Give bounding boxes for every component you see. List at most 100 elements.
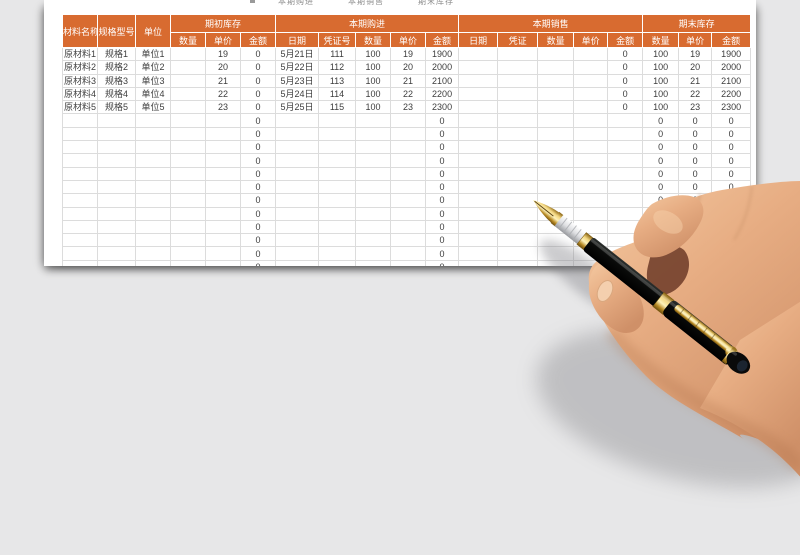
cell[interactable] — [275, 233, 320, 248]
cell[interactable] — [390, 219, 427, 235]
cell[interactable]: 0 — [678, 193, 713, 208]
cell[interactable] — [135, 259, 171, 266]
cell[interactable] — [537, 246, 575, 261]
cell[interactable]: 单位5 — [135, 100, 171, 115]
cell[interactable]: 22 — [390, 86, 427, 102]
cell[interactable]: 0 — [239, 206, 277, 221]
cell[interactable] — [355, 193, 392, 208]
cell[interactable] — [97, 153, 136, 168]
cell[interactable] — [497, 246, 539, 261]
cell[interactable]: 20 — [390, 60, 427, 75]
cell[interactable] — [458, 113, 499, 128]
cell[interactable]: 23 — [390, 100, 427, 115]
cell[interactable]: 0 — [711, 166, 752, 181]
cell[interactable] — [97, 219, 136, 235]
cell[interactable] — [318, 153, 357, 168]
cell[interactable] — [62, 166, 98, 181]
cell[interactable]: 100 — [642, 86, 680, 102]
cell[interactable] — [275, 140, 320, 155]
group-ending-stock[interactable]: 期末库存 — [642, 14, 752, 33]
cell[interactable]: 5月24日 — [275, 86, 320, 102]
cell[interactable] — [458, 73, 499, 88]
cell[interactable] — [537, 259, 575, 266]
cell[interactable] — [355, 233, 392, 248]
cell[interactable] — [275, 246, 320, 261]
cell[interactable]: 2300 — [425, 100, 460, 115]
cell[interactable]: 规格4 — [97, 86, 136, 102]
cell[interactable] — [205, 126, 241, 142]
cell[interactable] — [170, 60, 206, 75]
col-opening-qty[interactable]: 数量 — [170, 32, 206, 48]
cell[interactable]: 0 — [239, 259, 277, 266]
cell[interactable]: 0 — [425, 193, 460, 208]
cell[interactable] — [355, 259, 392, 266]
cell[interactable]: 0 — [425, 166, 460, 181]
cell[interactable]: 113 — [318, 73, 357, 88]
cell[interactable] — [537, 113, 575, 128]
cell[interactable] — [607, 179, 644, 195]
cell[interactable] — [355, 219, 392, 235]
cell[interactable] — [497, 73, 539, 88]
cell[interactable]: 112 — [318, 60, 357, 75]
cell[interactable] — [573, 206, 609, 221]
cell[interactable]: 0 — [642, 206, 680, 221]
cell[interactable] — [537, 193, 575, 208]
cell[interactable] — [537, 179, 575, 195]
cell[interactable]: 5月21日 — [275, 46, 320, 62]
cell[interactable]: 100 — [355, 86, 392, 102]
cell[interactable] — [170, 140, 206, 155]
cell[interactable]: 100 — [355, 46, 392, 62]
cell[interactable] — [573, 179, 609, 195]
cell[interactable]: 5月22日 — [275, 60, 320, 75]
cell[interactable] — [390, 246, 427, 261]
cell[interactable]: 0 — [607, 86, 644, 102]
cell[interactable]: 2100 — [425, 73, 460, 88]
cell[interactable]: 0 — [239, 73, 277, 88]
cell[interactable] — [62, 193, 98, 208]
cell[interactable] — [355, 166, 392, 181]
cell[interactable]: 0 — [239, 86, 277, 102]
cell[interactable]: 单位2 — [135, 60, 171, 75]
cell[interactable] — [390, 259, 427, 266]
cell[interactable]: 20 — [678, 60, 713, 75]
cell[interactable] — [458, 46, 499, 62]
cell[interactable]: 0 — [711, 233, 752, 248]
col-opening-amount[interactable]: 金额 — [239, 32, 277, 48]
cell[interactable] — [497, 166, 539, 181]
cell[interactable]: 0 — [642, 126, 680, 142]
cell[interactable]: 0 — [642, 233, 680, 248]
cell[interactable] — [170, 100, 206, 115]
cell[interactable]: 0 — [425, 140, 460, 155]
cell[interactable]: 1900 — [711, 46, 752, 62]
cell[interactable]: 19 — [205, 46, 241, 62]
cell[interactable] — [573, 246, 609, 261]
cell[interactable]: 0 — [425, 179, 460, 195]
cell[interactable] — [497, 100, 539, 115]
cell[interactable] — [573, 86, 609, 102]
cell[interactable]: 0 — [425, 153, 460, 168]
cell[interactable] — [170, 73, 206, 88]
cell[interactable]: 1900 — [425, 46, 460, 62]
cell[interactable] — [355, 206, 392, 221]
cell[interactable] — [458, 166, 499, 181]
cell[interactable]: 22 — [205, 86, 241, 102]
cell[interactable] — [458, 153, 499, 168]
cell[interactable]: 21 — [678, 73, 713, 88]
cell[interactable] — [135, 206, 171, 221]
cell[interactable]: 0 — [239, 46, 277, 62]
cell[interactable]: 0 — [239, 153, 277, 168]
cell[interactable] — [537, 153, 575, 168]
cell[interactable]: 21 — [390, 73, 427, 88]
cell[interactable] — [497, 233, 539, 248]
cell[interactable] — [318, 126, 357, 142]
col-purchase-qty[interactable]: 数量 — [355, 32, 392, 48]
cell[interactable] — [318, 233, 357, 248]
cell[interactable]: 2200 — [425, 86, 460, 102]
cell[interactable]: 2000 — [425, 60, 460, 75]
cell[interactable] — [390, 166, 427, 181]
cell[interactable] — [170, 46, 206, 62]
cell[interactable] — [170, 126, 206, 142]
cell[interactable] — [497, 153, 539, 168]
cell[interactable]: 0 — [642, 246, 680, 261]
cell[interactable]: 0 — [711, 246, 752, 261]
